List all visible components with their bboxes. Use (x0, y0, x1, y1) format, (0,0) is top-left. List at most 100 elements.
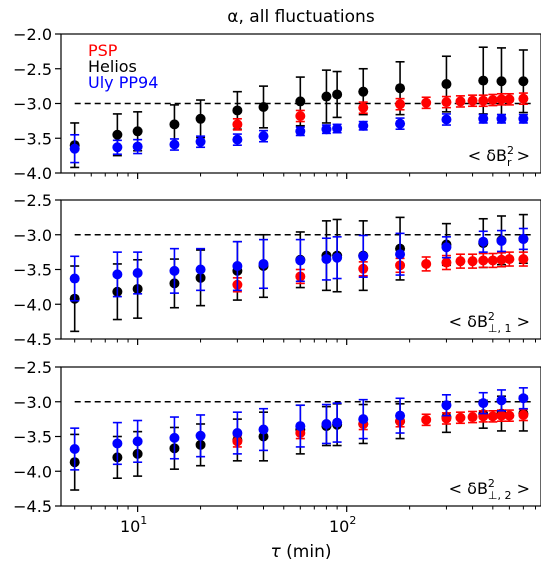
data-point (496, 254, 507, 265)
y-tick-label: −4.0 (13, 295, 52, 314)
annotation-suffix: > (512, 146, 531, 165)
data-point (232, 134, 243, 145)
data-point (487, 255, 498, 266)
data-point (321, 124, 332, 135)
data-point (132, 267, 143, 278)
data-point (358, 251, 369, 262)
annotation-prefix: < δB (449, 312, 488, 331)
y-tick-label: −3.5 (13, 428, 52, 447)
x-tick-label: 101 (120, 514, 147, 536)
data-point (112, 142, 123, 153)
data-point (504, 410, 515, 421)
data-point (496, 236, 507, 247)
data-point (478, 75, 489, 86)
data-point (467, 95, 478, 106)
x-axis-label-symbol: τ (271, 542, 282, 562)
series-psp (232, 92, 529, 131)
data-point (455, 412, 466, 423)
data-point (295, 126, 306, 137)
data-point (195, 113, 206, 124)
data-point (321, 91, 332, 102)
data-point (496, 113, 507, 124)
data-point (295, 96, 306, 107)
panel-annotation: < δB2 ⊥, 2 > (449, 477, 530, 502)
x-tick-label-base: 10 (329, 517, 349, 536)
y-tick-label: −2.5 (13, 60, 52, 79)
y-tick-label: −3.0 (13, 226, 52, 245)
y-tick-label: −4.5 (13, 330, 52, 349)
data-point (455, 256, 466, 267)
data-point (69, 143, 80, 154)
legend-entry: PSP (88, 41, 118, 60)
data-point (487, 95, 498, 106)
data-point (112, 438, 123, 449)
data-point (295, 111, 306, 122)
data-point (441, 400, 452, 411)
x-tick-label-exp: 1 (140, 514, 147, 527)
x-tick-label-base: 10 (120, 517, 140, 536)
data-point (69, 273, 80, 284)
annotation-prefix: < δB (468, 146, 507, 165)
data-point (232, 105, 243, 116)
series-uly-pp94 (69, 113, 529, 164)
data-point (518, 76, 529, 87)
x-axis-label-unit: (min) (281, 542, 332, 562)
legend-entry: Uly PP94 (88, 73, 158, 92)
data-point (441, 97, 452, 108)
data-point (195, 136, 206, 147)
data-point (504, 254, 515, 265)
series-psp (232, 251, 529, 293)
data-point (395, 249, 406, 260)
x-axis-label: τ (min) (271, 542, 332, 562)
data-point (441, 242, 452, 253)
annotation-sub: ⊥, 1 (488, 322, 512, 335)
x-tick-label-exp: 2 (349, 514, 356, 527)
data-point (321, 418, 332, 429)
annotation-sup: 2 (488, 310, 495, 323)
data-point (478, 236, 489, 247)
data-point (195, 430, 206, 441)
data-point (258, 101, 269, 112)
annotation-suffix: > (512, 479, 531, 498)
data-point (332, 417, 343, 428)
data-point (132, 436, 143, 447)
data-point (518, 93, 529, 104)
data-point (295, 255, 306, 266)
data-point (504, 94, 515, 105)
data-point (132, 126, 143, 137)
annotation-suffix: > (512, 312, 531, 331)
data-point (169, 119, 180, 130)
series-uly-pp94 (69, 227, 529, 302)
y-tick-label: −3.5 (13, 129, 52, 148)
data-point (112, 269, 123, 280)
data-point (169, 432, 180, 443)
data-point (332, 252, 343, 263)
data-point (358, 86, 369, 97)
data-point (518, 254, 529, 265)
data-point (232, 261, 243, 272)
y-tick-label: −2.0 (13, 25, 52, 44)
data-point (258, 131, 269, 142)
data-point (421, 97, 432, 108)
annotation-sup: 2 (507, 144, 514, 157)
y-tick-label: −4.5 (13, 497, 52, 516)
series-uly-pp94 (69, 387, 529, 471)
data-point (518, 393, 529, 404)
data-point (332, 123, 343, 134)
data-point (441, 114, 452, 125)
data-point (478, 398, 489, 409)
annotation-sub: ⊥, 2 (488, 489, 512, 502)
data-point (321, 254, 332, 265)
data-point (421, 258, 432, 269)
data-point (478, 255, 489, 266)
data-point (232, 119, 243, 130)
data-point (518, 233, 529, 244)
y-tick-label: −2.5 (13, 358, 52, 377)
annotation-sup: 2 (488, 477, 495, 490)
data-point (455, 96, 466, 107)
x-tick-label: 102 (329, 514, 356, 536)
annotation-prefix: < δB (449, 479, 488, 498)
data-point (169, 265, 180, 276)
y-tick-label: −3.0 (13, 393, 52, 412)
